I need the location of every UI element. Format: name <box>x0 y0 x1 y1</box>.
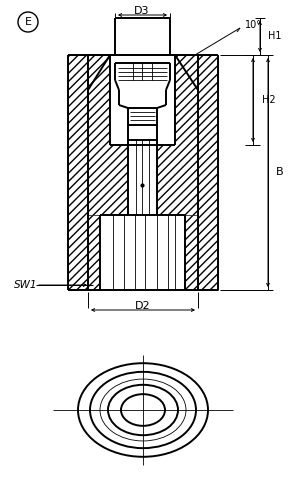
Polygon shape <box>100 215 185 290</box>
Text: SW1: SW1 <box>14 280 38 290</box>
Polygon shape <box>175 55 198 105</box>
Polygon shape <box>128 140 157 215</box>
Polygon shape <box>185 215 198 290</box>
Text: D2: D2 <box>135 301 151 311</box>
Text: H2: H2 <box>262 95 276 105</box>
Polygon shape <box>88 55 128 215</box>
Polygon shape <box>88 55 110 105</box>
Text: 10°: 10° <box>245 20 262 30</box>
Polygon shape <box>115 18 170 55</box>
Polygon shape <box>157 55 198 215</box>
Polygon shape <box>110 55 175 145</box>
Text: H1: H1 <box>268 31 281 41</box>
Text: D3: D3 <box>134 6 150 16</box>
Polygon shape <box>88 55 110 105</box>
Polygon shape <box>88 215 100 290</box>
Text: B: B <box>276 167 284 177</box>
Text: E: E <box>24 17 31 27</box>
Polygon shape <box>198 55 218 290</box>
Polygon shape <box>68 55 88 290</box>
